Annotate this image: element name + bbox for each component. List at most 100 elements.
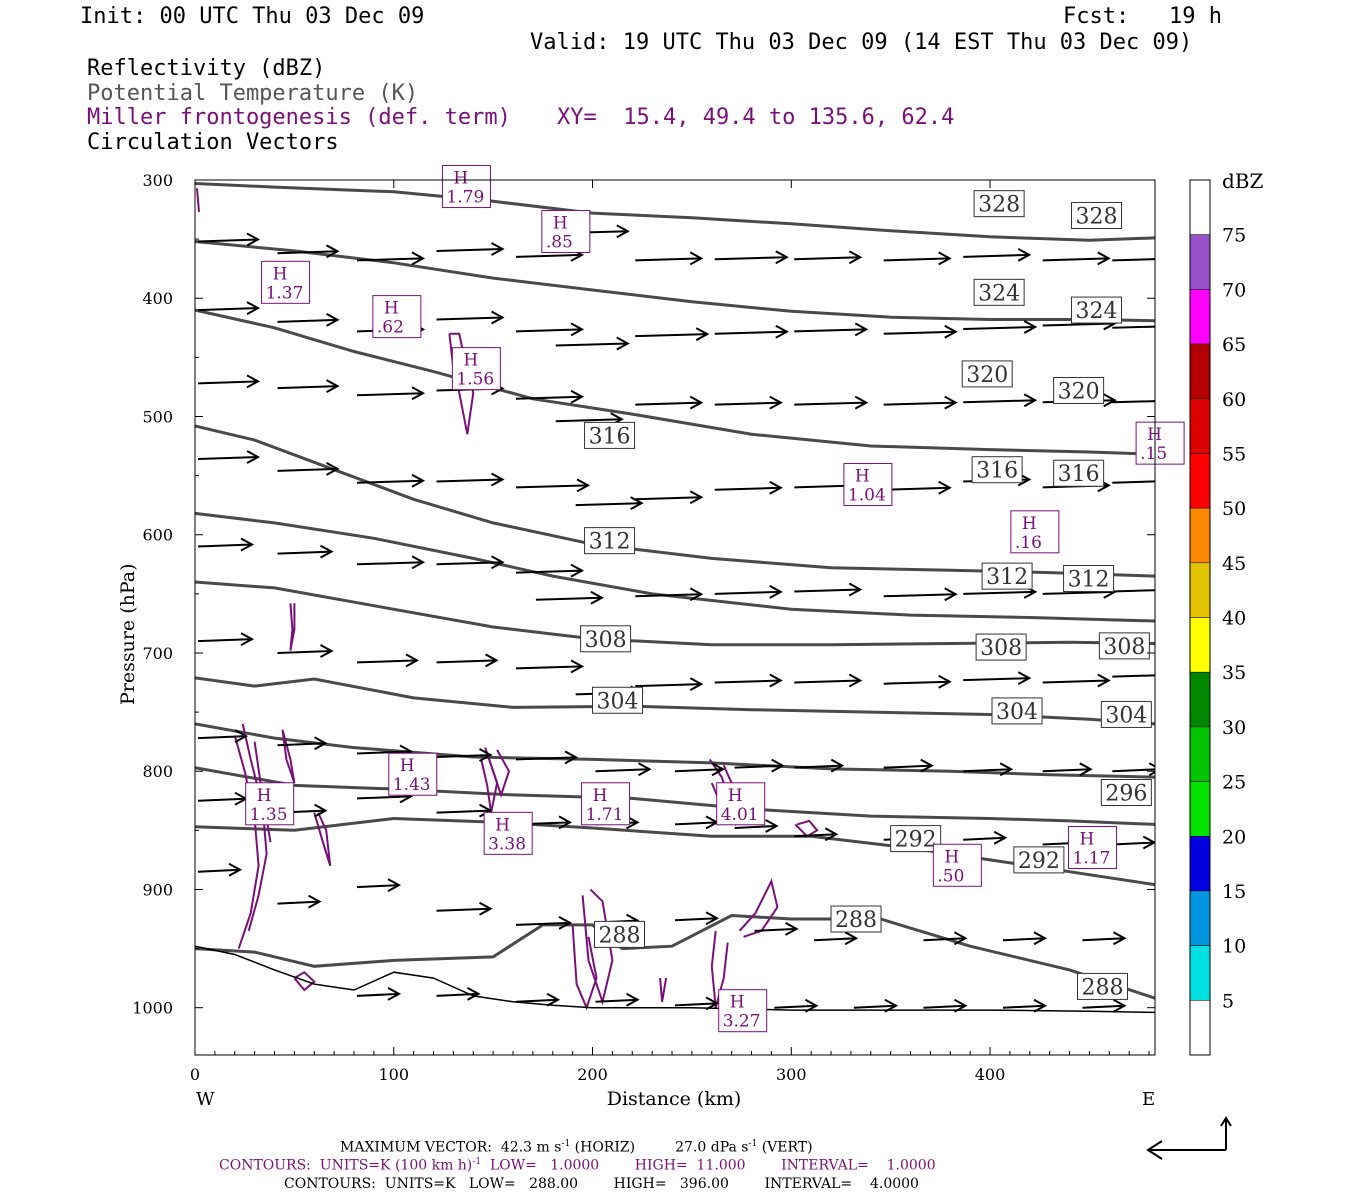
fronto-max-value: 1.04 bbox=[848, 486, 886, 506]
theta-contour-label: 324 bbox=[1076, 299, 1118, 324]
reference-vector-icon bbox=[1146, 1116, 1232, 1160]
circulation-vector bbox=[674, 762, 726, 777]
circulation-vector bbox=[754, 921, 799, 936]
circulation-vector bbox=[1112, 400, 1155, 404]
theta-contour-label: 288 bbox=[599, 923, 641, 948]
circulation-vector bbox=[1042, 251, 1111, 266]
fronto-max-symbol: H bbox=[273, 264, 288, 284]
theta-contour-label: 304 bbox=[996, 700, 1038, 725]
fronto-max-label: H1.04 bbox=[843, 463, 893, 507]
colorbar-level: 50 bbox=[1222, 498, 1246, 520]
fronto-max-value: 4.01 bbox=[721, 805, 759, 825]
circulation-vector bbox=[436, 310, 505, 325]
fronto-max-symbol: H bbox=[855, 467, 870, 487]
colorbar-level: 65 bbox=[1222, 334, 1246, 356]
plot-frame bbox=[194, 179, 1156, 1056]
circulation-vector bbox=[635, 587, 704, 602]
colorbar-level: 5 bbox=[1222, 990, 1234, 1012]
circulation-vector bbox=[1002, 931, 1048, 946]
colorbar-level: 75 bbox=[1222, 225, 1246, 247]
circulation-vector bbox=[356, 386, 426, 401]
circulation-vector bbox=[436, 748, 493, 762]
contour-label-layer: 328 328 324 324 320 320 316 316 316 312 312 312 308 3… bbox=[245, 165, 1185, 1033]
colorbar-level: 35 bbox=[1222, 662, 1246, 684]
y-tick-label: 700 bbox=[142, 644, 173, 663]
theta-contour-label: 328 bbox=[978, 193, 1020, 218]
circulation-vector bbox=[1112, 762, 1155, 777]
circulation-vector bbox=[1082, 998, 1127, 1013]
x-axis-label: Distance (km) bbox=[607, 1088, 742, 1110]
colorbar-level: 45 bbox=[1222, 553, 1246, 575]
circulation-vector bbox=[515, 992, 561, 1007]
circulation-vector bbox=[794, 250, 863, 265]
fronto-max-value: .62 bbox=[377, 318, 404, 338]
theta-contour-316 bbox=[195, 424, 1155, 578]
fronto-max-value: 1.37 bbox=[266, 283, 304, 303]
fronto-max-label: H1.17 bbox=[1068, 826, 1118, 870]
circulation-vector bbox=[883, 395, 958, 410]
fronto-max-symbol: H bbox=[1022, 514, 1037, 534]
field-theta: Potential Temperature (K) bbox=[87, 81, 419, 106]
fronto-max-value: 1.43 bbox=[393, 775, 431, 795]
fronto-max-label: H.62 bbox=[372, 295, 422, 339]
fronto-max-symbol: H bbox=[553, 213, 568, 233]
fronto-max-value: 3.27 bbox=[723, 1012, 761, 1032]
circulation-vector bbox=[963, 320, 1038, 334]
circulation-vector bbox=[277, 544, 334, 559]
field-vectors: Circulation Vectors bbox=[87, 130, 339, 155]
fronto-max-label: H1.37 bbox=[261, 260, 311, 304]
colorbar-level: 70 bbox=[1222, 279, 1246, 301]
circulation-vector bbox=[635, 327, 710, 341]
circulation-vector bbox=[883, 674, 952, 689]
colorbar-swatch bbox=[1189, 671, 1211, 728]
colorbar-swatch bbox=[1189, 507, 1211, 564]
terrain-layer bbox=[195, 945, 1155, 1014]
theta-label-box bbox=[981, 562, 1033, 590]
y-tick-label: 900 bbox=[142, 880, 173, 899]
circulation-vector bbox=[436, 803, 493, 818]
circulation-vector bbox=[674, 911, 720, 926]
fronto-max-label: H4.01 bbox=[716, 782, 766, 826]
circulation-vector bbox=[1042, 762, 1093, 777]
theta-label-box bbox=[594, 920, 646, 948]
theta-contour-label: 316 bbox=[589, 424, 631, 449]
valid-time: Valid: 19 UTC Thu 03 Dec 09 (14 EST Thu … bbox=[530, 30, 1193, 55]
circulation-vector bbox=[635, 677, 704, 691]
forecast-hour: Fcst: 19 h bbox=[1063, 4, 1222, 29]
fronto-max-label: H1.79 bbox=[441, 165, 491, 209]
circulation-vector bbox=[575, 496, 644, 511]
theta-contour-label: 308 bbox=[1103, 635, 1145, 660]
circulation-vector bbox=[714, 395, 783, 410]
colorbar-swatch bbox=[1189, 179, 1211, 235]
theta-label-box bbox=[971, 456, 1023, 484]
theta-contour-label: 320 bbox=[1058, 379, 1100, 404]
circulation-vector bbox=[535, 590, 604, 605]
fronto-max-value: 1.71 bbox=[586, 805, 624, 825]
terrain-line bbox=[195, 945, 1155, 1014]
circulation-vector bbox=[436, 653, 499, 668]
fronto-contour-units: CONTOURS: UNITS=K (100 km h) bbox=[219, 1157, 473, 1174]
x-tick-label: 100 bbox=[378, 1065, 409, 1084]
theta-label-box bbox=[890, 825, 942, 853]
circulation-vector bbox=[595, 762, 652, 777]
circulation-vector bbox=[356, 653, 420, 668]
max-vector-sup2: -1 bbox=[748, 1139, 758, 1149]
fronto-max-symbol: H bbox=[453, 169, 468, 189]
colorbar-swatch bbox=[1189, 289, 1211, 345]
max-vector-prefix: MAXIMUM VECTOR: 42.3 m s bbox=[340, 1139, 562, 1156]
fronto-contour bbox=[196, 188, 200, 212]
colorbar-level: 40 bbox=[1222, 608, 1246, 630]
colorbar-swatch bbox=[1189, 945, 1211, 1001]
circulation-vector bbox=[356, 987, 402, 1001]
field-reflectivity: Reflectivity (dBZ) bbox=[87, 56, 326, 81]
theta-label-box bbox=[830, 905, 882, 933]
fronto-max-symbol: H bbox=[463, 351, 478, 371]
x-tick-label: 200 bbox=[577, 1065, 608, 1084]
circulation-vector bbox=[1112, 674, 1155, 678]
circulation-vector bbox=[356, 555, 426, 570]
theta-label-box bbox=[1053, 459, 1105, 487]
circulation-vector bbox=[794, 322, 869, 337]
fronto-max-symbol: H bbox=[728, 786, 743, 806]
fronto-max-label: H.50 bbox=[932, 843, 982, 887]
circulation-vector bbox=[923, 998, 968, 1013]
